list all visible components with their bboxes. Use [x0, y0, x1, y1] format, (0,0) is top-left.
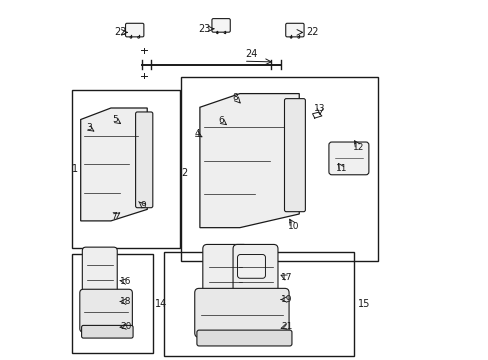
Text: 10: 10: [288, 222, 299, 231]
FancyBboxPatch shape: [233, 244, 277, 305]
Text: 22: 22: [306, 27, 319, 37]
Polygon shape: [81, 108, 147, 221]
FancyBboxPatch shape: [125, 23, 143, 37]
Circle shape: [290, 36, 291, 38]
Bar: [72, 254, 152, 353]
FancyBboxPatch shape: [284, 99, 305, 212]
Text: 22: 22: [114, 27, 126, 37]
Text: 19: 19: [281, 295, 292, 304]
Text: 14: 14: [155, 299, 167, 309]
Circle shape: [130, 36, 131, 38]
Text: 20: 20: [120, 322, 131, 331]
Text: 23: 23: [198, 24, 210, 34]
Polygon shape: [200, 94, 299, 228]
FancyBboxPatch shape: [81, 325, 133, 338]
FancyBboxPatch shape: [211, 19, 230, 32]
Bar: [163, 252, 354, 356]
FancyBboxPatch shape: [237, 255, 265, 278]
FancyBboxPatch shape: [203, 244, 247, 305]
Text: 3: 3: [86, 123, 92, 132]
Text: 8: 8: [232, 94, 238, 102]
Circle shape: [297, 36, 299, 38]
Text: 9: 9: [140, 201, 145, 210]
Text: 24: 24: [245, 49, 258, 59]
Text: 16: 16: [120, 277, 131, 286]
Text: 7: 7: [111, 212, 117, 221]
Text: 13: 13: [314, 104, 325, 112]
Bar: [72, 90, 179, 248]
Text: 17: 17: [281, 274, 292, 282]
Circle shape: [138, 36, 139, 38]
Bar: [181, 77, 377, 261]
FancyBboxPatch shape: [197, 330, 291, 346]
Text: 11: 11: [335, 164, 347, 173]
Text: 2: 2: [181, 168, 187, 178]
Text: 15: 15: [357, 299, 369, 309]
FancyBboxPatch shape: [135, 112, 152, 208]
Text: 6: 6: [218, 116, 224, 125]
Text: 4: 4: [194, 129, 200, 138]
FancyBboxPatch shape: [328, 142, 368, 175]
Text: 5: 5: [112, 115, 118, 124]
Text: 12: 12: [352, 143, 364, 152]
Text: 1: 1: [71, 164, 78, 174]
Circle shape: [216, 32, 218, 33]
FancyBboxPatch shape: [285, 23, 304, 37]
FancyBboxPatch shape: [194, 288, 288, 337]
Text: 21: 21: [281, 322, 292, 331]
FancyBboxPatch shape: [82, 247, 117, 303]
Text: 18: 18: [120, 297, 131, 306]
FancyBboxPatch shape: [80, 289, 132, 332]
Circle shape: [224, 32, 225, 33]
